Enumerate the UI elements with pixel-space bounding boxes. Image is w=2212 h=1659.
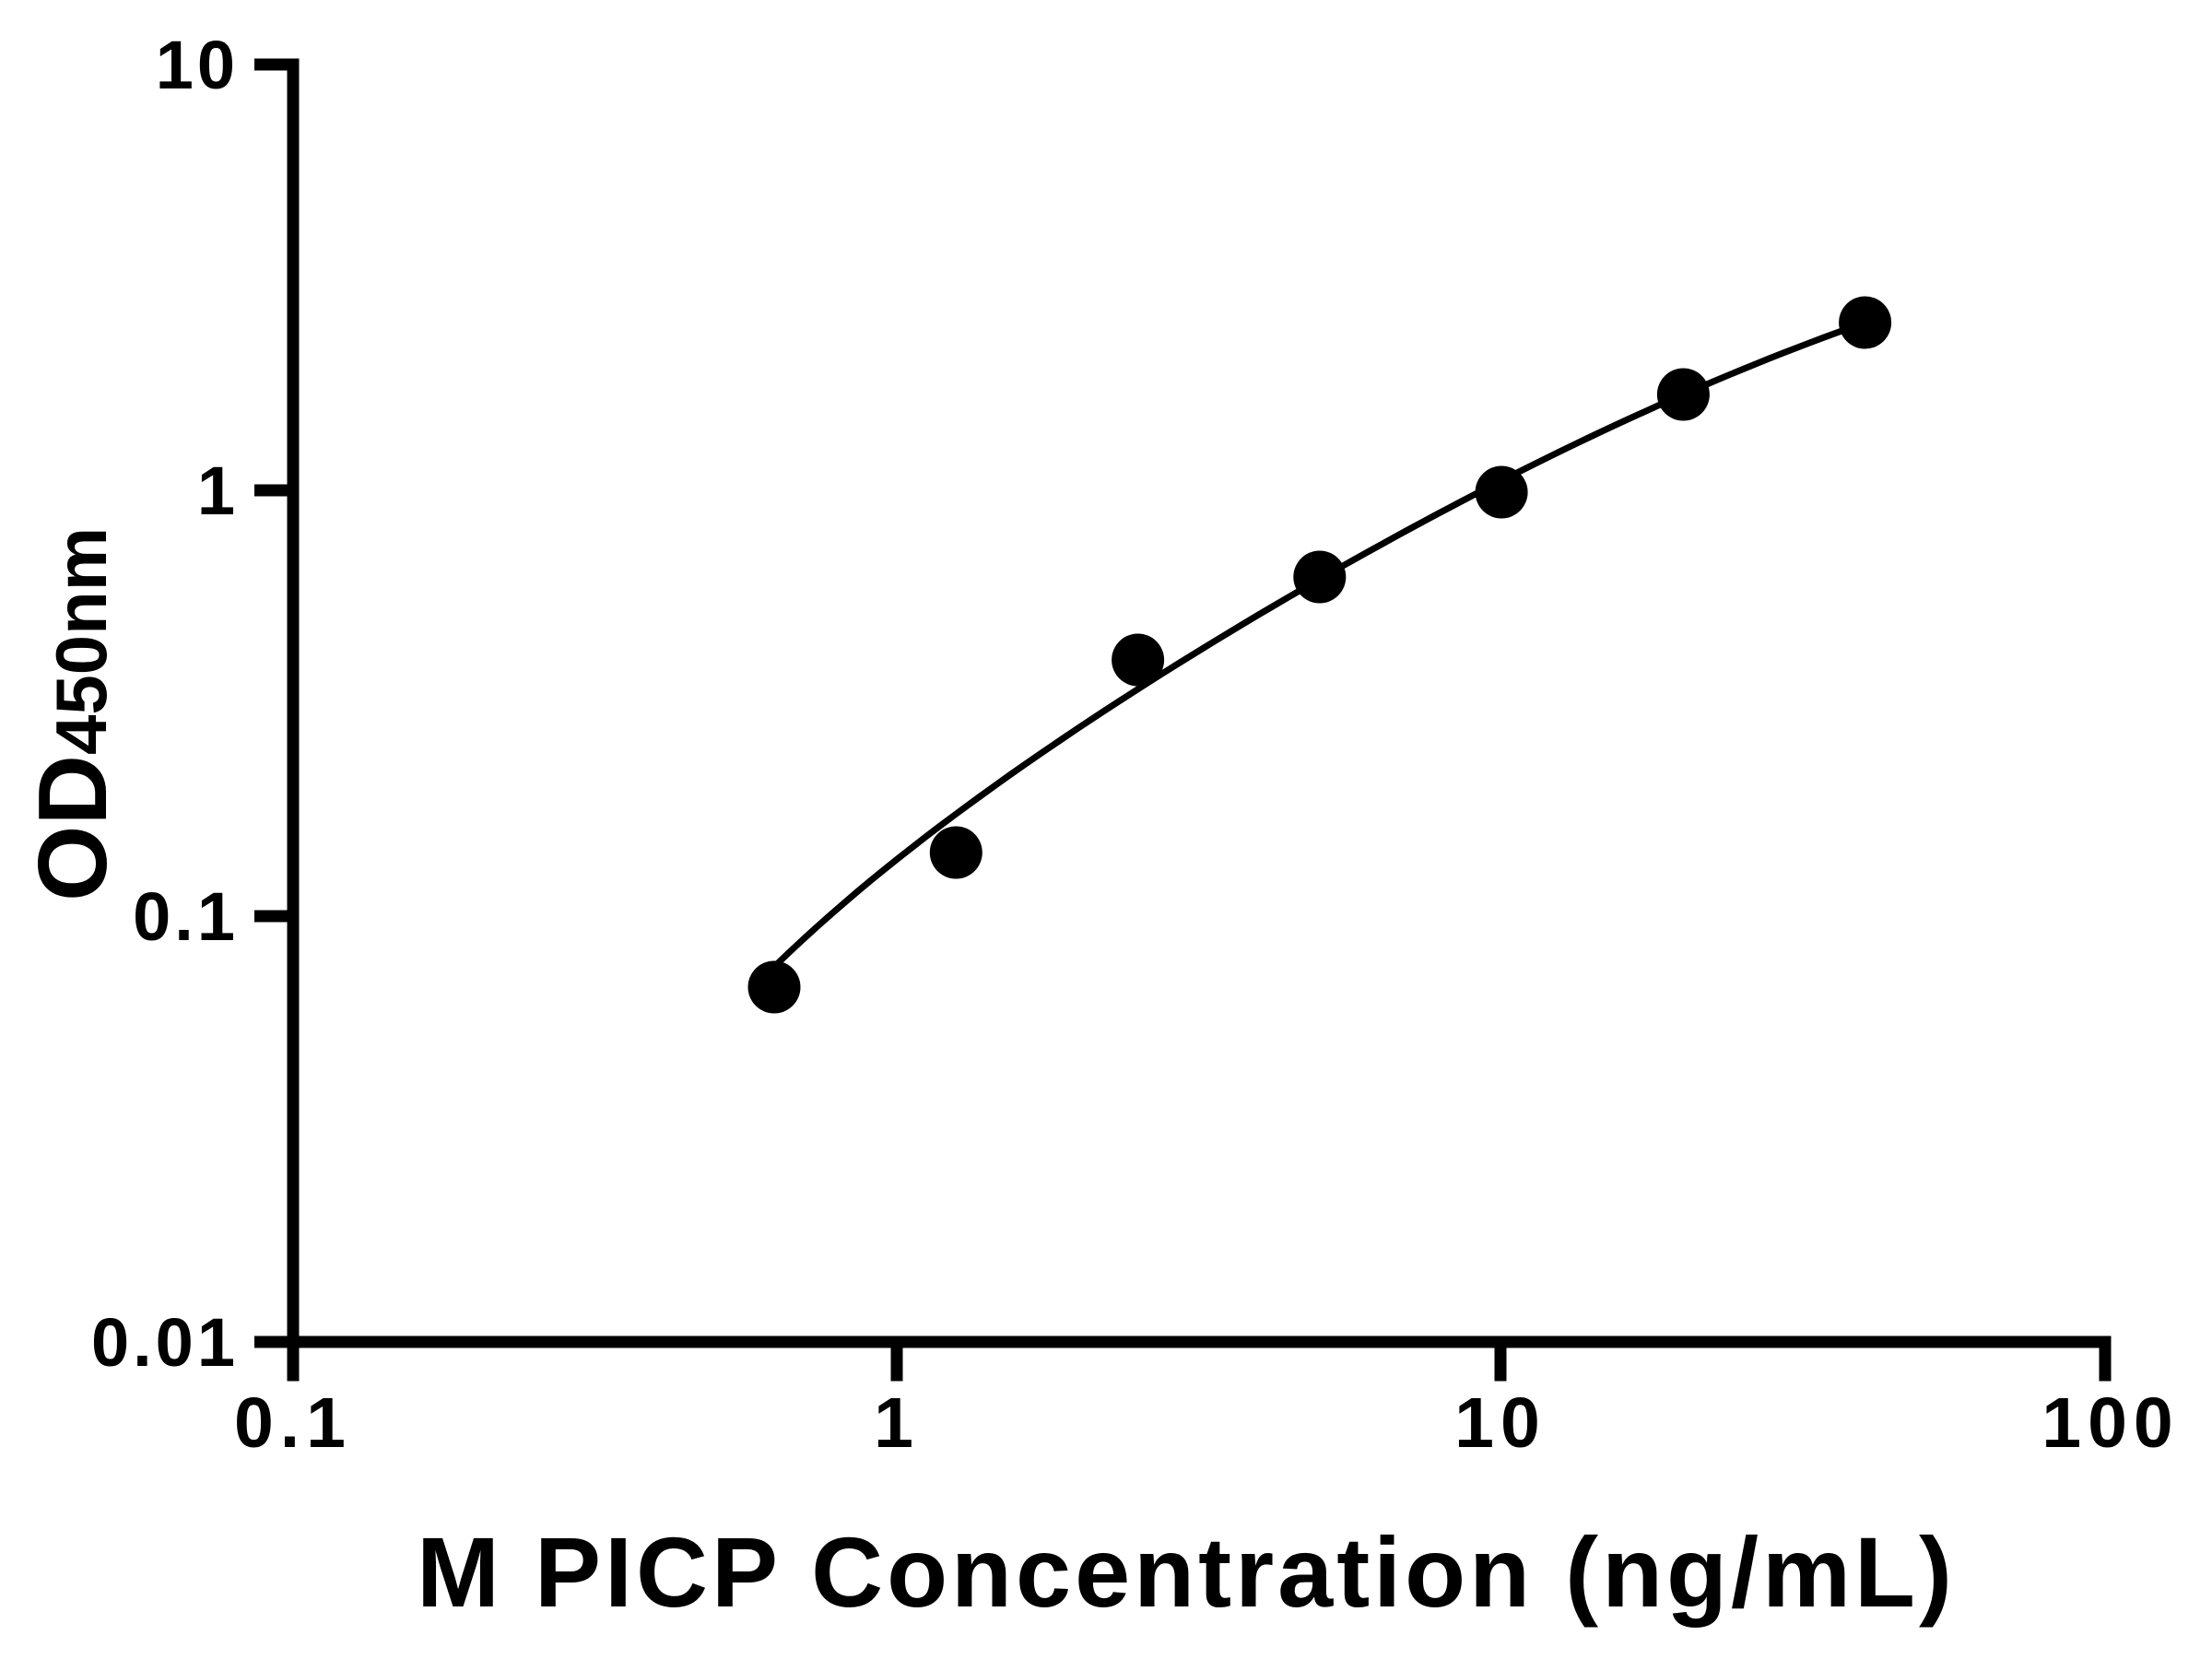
- svg-text:M PICP Concentration (ng/mL): M PICP Concentration (ng/mL): [417, 1516, 1956, 1628]
- svg-text:1: 1: [874, 1383, 920, 1463]
- svg-text:0.1: 0.1: [234, 1383, 352, 1463]
- svg-text:1: 1: [197, 453, 239, 529]
- svg-text:10: 10: [156, 27, 239, 103]
- svg-text:100: 100: [2041, 1383, 2179, 1463]
- svg-text:0.01: 0.01: [91, 1304, 239, 1381]
- svg-text:0.1: 0.1: [133, 878, 239, 955]
- svg-text:10: 10: [1454, 1383, 1547, 1463]
